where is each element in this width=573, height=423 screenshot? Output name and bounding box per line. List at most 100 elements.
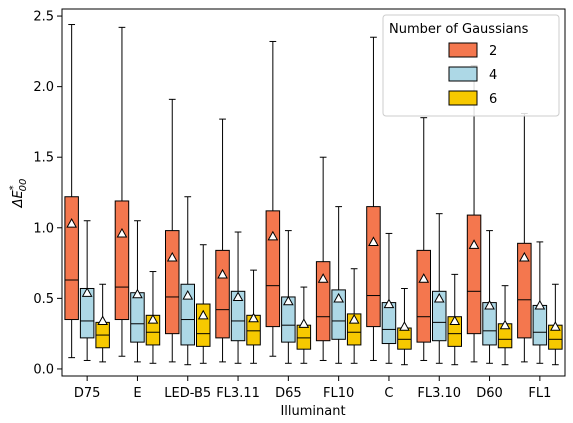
mean-marker [132, 288, 143, 299]
mean-marker [166, 251, 178, 262]
x-tick-label: FL3.11 [216, 386, 260, 401]
legend: Number of Gaussians 2 4 6 [382, 14, 560, 117]
box-iqr [130, 292, 145, 343]
box-6-D75 [95, 283, 110, 363]
box-6-FL10 [346, 268, 362, 364]
mean-marker [81, 287, 93, 297]
legend-swatch [448, 90, 478, 106]
box-iqr [366, 206, 381, 328]
box-4-FL1 [532, 241, 548, 364]
mean-marker [283, 295, 294, 306]
x-tick-label: FL3.10 [417, 386, 461, 401]
box-iqr [517, 242, 532, 339]
box-4-D60 [482, 230, 497, 364]
box-iqr [196, 303, 211, 347]
box-4-FL3.11 [230, 231, 246, 364]
y-tick-label: 2.0 [33, 80, 54, 95]
box-2-FL1 [517, 112, 532, 363]
box-iqr [416, 249, 431, 343]
y-axis-label: ΔE*00 [8, 179, 29, 209]
box-4-D65 [281, 230, 296, 364]
x-tick-label: LED-B5 [164, 386, 211, 401]
mean-marker [197, 309, 209, 320]
box-iqr [230, 290, 246, 342]
y-axis-ticks: 0.0 0.5 1.0 1.5 2.0 2.5 [33, 10, 62, 377]
x-tick-label: D75 [74, 386, 101, 401]
box-iqr [466, 214, 482, 335]
mean-marker [147, 314, 159, 324]
mean-marker [267, 230, 279, 241]
mean-marker [182, 290, 194, 300]
box-2-LED-B5 [165, 98, 180, 363]
legend-frame [382, 14, 560, 117]
box-iqr [432, 290, 447, 342]
box-2-D65 [265, 40, 281, 357]
mean-marker [383, 298, 395, 309]
box-2-E [114, 26, 130, 357]
y-tick-label: 1.5 [33, 151, 54, 166]
mean-marker [468, 239, 480, 249]
box-6-D60 [497, 285, 513, 366]
box-iqr [215, 249, 230, 339]
svg-text:ΔE*00: ΔE*00 [8, 179, 29, 209]
x-tick-label: D65 [275, 386, 302, 401]
y-tick-label: 2.5 [33, 10, 54, 25]
box-6-D65 [296, 286, 312, 364]
mean-marker [449, 315, 461, 326]
box-2-FL3.11 [215, 118, 230, 363]
box-6-C [397, 287, 412, 366]
mean-marker [248, 312, 259, 323]
mean-marker [368, 236, 379, 247]
box-6-FL3.11 [246, 269, 261, 364]
mean-marker [399, 321, 410, 331]
box-6-FL1 [548, 283, 563, 366]
legend-label: 2 [489, 44, 497, 59]
legend-swatch [448, 42, 478, 58]
mean-marker [519, 251, 530, 262]
box-2-C [366, 36, 381, 361]
mean-marker [499, 319, 511, 330]
y-tick-label: 0.5 [33, 292, 54, 307]
mean-marker [550, 321, 561, 331]
mean-marker [348, 314, 360, 324]
box-6-LED-B5 [196, 244, 211, 364]
plot-frame [61, 8, 566, 377]
mean-marker [418, 273, 430, 283]
box-iqr [165, 230, 180, 335]
mean-marker [66, 218, 77, 228]
box-iqr [532, 304, 548, 346]
box-iqr [296, 324, 312, 350]
box-4-FL10 [331, 206, 346, 364]
mean-marker [484, 299, 495, 310]
mean-marker [433, 292, 445, 303]
box-iqr [381, 302, 397, 345]
legend-label: 4 [489, 68, 497, 83]
box-2-D75 [64, 24, 79, 359]
mean-marker [97, 315, 108, 326]
mean-marker [232, 291, 244, 302]
box-4-FL3.10 [432, 213, 447, 364]
box-iqr [265, 210, 281, 328]
legend-label: 6 [489, 92, 497, 107]
mean-marker [298, 318, 310, 328]
plot-content [64, 24, 563, 366]
x-axis-ticks: D75 E LED-B5 FL3.11 D65 FL10 C FL3.10 D60 FL1 [74, 376, 551, 401]
mean-marker [317, 273, 329, 283]
box-iqr [64, 196, 79, 321]
y-tick-label: 0.0 [33, 362, 54, 377]
legend-items: 2 4 6 [448, 42, 497, 107]
legend-swatch [448, 66, 478, 82]
box-6-FL3.10 [447, 273, 462, 366]
x-tick-label: E [133, 386, 141, 401]
box-4-LED-B5 [180, 196, 195, 366]
box-4-C [381, 232, 397, 364]
y-tick-label: 1.0 [33, 221, 54, 236]
box-iqr [114, 200, 130, 321]
mean-marker [333, 292, 344, 303]
x-tick-label: FL1 [528, 386, 551, 401]
box-2-FL3.10 [416, 117, 431, 361]
mean-marker [534, 299, 546, 310]
x-tick-label: FL10 [323, 386, 354, 401]
box-2-FL10 [315, 156, 331, 361]
